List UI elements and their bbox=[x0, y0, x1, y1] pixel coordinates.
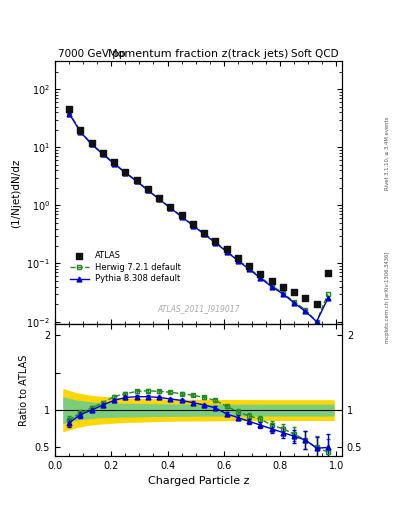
ATLAS bbox=[190, 220, 196, 228]
Pythia 8.308 default bbox=[281, 291, 285, 297]
Herwig 7.2.1 default bbox=[303, 307, 308, 313]
Herwig 7.2.1 default bbox=[123, 169, 128, 176]
Pythia 8.308 default bbox=[292, 300, 296, 306]
Pythia 8.308 default bbox=[191, 223, 195, 229]
ATLAS bbox=[325, 269, 331, 278]
ATLAS bbox=[167, 203, 173, 211]
Herwig 7.2.1 default bbox=[89, 141, 94, 147]
Pythia 8.308 default bbox=[145, 187, 150, 194]
Herwig 7.2.1 default bbox=[191, 222, 195, 228]
Y-axis label: Ratio to ATLAS: Ratio to ATLAS bbox=[19, 354, 29, 425]
ATLAS bbox=[145, 185, 151, 194]
Pythia 8.308 default bbox=[213, 240, 218, 246]
Herwig 7.2.1 default bbox=[325, 291, 330, 297]
Line: Pythia 8.308 default: Pythia 8.308 default bbox=[67, 111, 330, 324]
Pythia 8.308 default bbox=[325, 295, 330, 302]
Herwig 7.2.1 default bbox=[202, 230, 206, 237]
Pythia 8.308 default bbox=[123, 169, 128, 176]
ATLAS bbox=[246, 262, 252, 270]
ATLAS bbox=[235, 254, 241, 262]
Herwig 7.2.1 default bbox=[67, 109, 72, 115]
Text: Soft QCD: Soft QCD bbox=[292, 49, 339, 59]
ATLAS bbox=[100, 149, 106, 157]
Pythia 8.308 default bbox=[202, 231, 206, 237]
ATLAS bbox=[212, 237, 219, 245]
Text: mcplots.cern.ch [arXiv:1306.3436]: mcplots.cern.ch [arXiv:1306.3436] bbox=[385, 251, 390, 343]
Line: Herwig 7.2.1 default: Herwig 7.2.1 default bbox=[67, 110, 330, 324]
ATLAS bbox=[302, 294, 309, 303]
X-axis label: Charged Particle z: Charged Particle z bbox=[148, 476, 249, 486]
Herwig 7.2.1 default bbox=[314, 318, 319, 325]
Herwig 7.2.1 default bbox=[157, 196, 162, 202]
ATLAS bbox=[122, 167, 129, 176]
ATLAS bbox=[280, 283, 286, 291]
Herwig 7.2.1 default bbox=[213, 239, 218, 245]
Pythia 8.308 default bbox=[168, 205, 173, 211]
Pythia 8.308 default bbox=[89, 141, 94, 147]
Herwig 7.2.1 default bbox=[78, 128, 83, 134]
Pythia 8.308 default bbox=[67, 111, 72, 117]
ATLAS bbox=[156, 194, 162, 202]
Pythia 8.308 default bbox=[258, 275, 263, 281]
ATLAS bbox=[88, 139, 95, 147]
ATLAS bbox=[134, 176, 140, 184]
ATLAS bbox=[314, 300, 320, 308]
Pythia 8.308 default bbox=[224, 248, 229, 254]
Herwig 7.2.1 default bbox=[224, 248, 229, 254]
Legend: ATLAS, Herwig 7.2.1 default, Pythia 8.308 default: ATLAS, Herwig 7.2.1 default, Pythia 8.30… bbox=[68, 249, 184, 286]
Pythia 8.308 default bbox=[157, 196, 162, 202]
Pythia 8.308 default bbox=[101, 151, 105, 157]
ATLAS bbox=[201, 228, 207, 237]
Pythia 8.308 default bbox=[235, 258, 240, 264]
Title: Momentum fraction z(track jets): Momentum fraction z(track jets) bbox=[108, 49, 288, 59]
Herwig 7.2.1 default bbox=[101, 151, 105, 157]
ATLAS bbox=[66, 104, 72, 113]
Pythia 8.308 default bbox=[269, 284, 274, 290]
Herwig 7.2.1 default bbox=[112, 160, 116, 166]
Herwig 7.2.1 default bbox=[168, 204, 173, 210]
Pythia 8.308 default bbox=[247, 266, 252, 272]
Herwig 7.2.1 default bbox=[179, 213, 184, 219]
Text: ATLAS_2011_I919017: ATLAS_2011_I919017 bbox=[157, 304, 240, 313]
Pythia 8.308 default bbox=[78, 129, 83, 135]
Herwig 7.2.1 default bbox=[258, 274, 263, 280]
Herwig 7.2.1 default bbox=[292, 298, 296, 305]
Pythia 8.308 default bbox=[179, 214, 184, 220]
Herwig 7.2.1 default bbox=[281, 290, 285, 296]
ATLAS bbox=[224, 245, 230, 253]
ATLAS bbox=[111, 158, 117, 166]
Herwig 7.2.1 default bbox=[134, 178, 139, 184]
Herwig 7.2.1 default bbox=[247, 265, 252, 271]
Herwig 7.2.1 default bbox=[145, 187, 150, 193]
ATLAS bbox=[268, 277, 275, 285]
Pythia 8.308 default bbox=[134, 178, 139, 184]
Y-axis label: (1/Njet)dN/dz: (1/Njet)dN/dz bbox=[11, 158, 21, 227]
Text: 7000 GeV pp: 7000 GeV pp bbox=[58, 49, 125, 59]
Pythia 8.308 default bbox=[314, 318, 319, 325]
ATLAS bbox=[77, 125, 83, 134]
Text: Rivet 3.1.10, ≥ 3.4M events: Rivet 3.1.10, ≥ 3.4M events bbox=[385, 117, 390, 190]
Herwig 7.2.1 default bbox=[269, 282, 274, 288]
Pythia 8.308 default bbox=[303, 308, 308, 314]
ATLAS bbox=[178, 211, 185, 219]
Herwig 7.2.1 default bbox=[235, 257, 240, 263]
ATLAS bbox=[291, 288, 297, 296]
ATLAS bbox=[257, 270, 263, 279]
Pythia 8.308 default bbox=[112, 161, 116, 167]
